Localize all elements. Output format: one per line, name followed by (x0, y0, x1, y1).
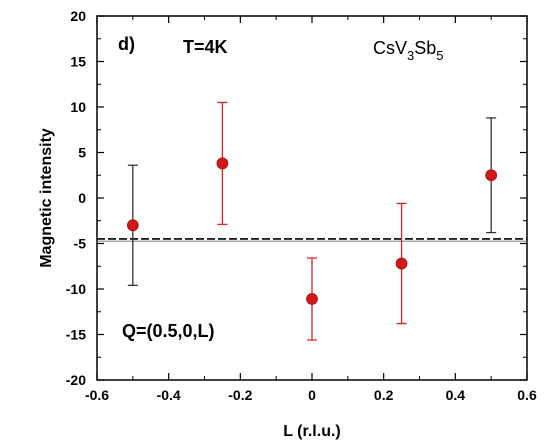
x-tick-label: 0.2 (374, 387, 394, 403)
y-tick-label: 15 (70, 54, 86, 70)
x-tick-label: -0.6 (85, 387, 109, 403)
compound-part-1: CsV (373, 38, 407, 58)
reference-layer (97, 238, 527, 242)
data-point (485, 169, 498, 182)
y-tick-label: 20 (70, 8, 86, 24)
x-tick-label: 0.6 (517, 387, 537, 403)
temperature-label: T=4K (183, 37, 228, 57)
data-point (306, 293, 318, 305)
compound-subscript-2: 5 (436, 48, 443, 63)
y-tick-label: -15 (66, 327, 86, 343)
y-tick-label: -20 (66, 372, 86, 388)
y-tick-label: 10 (70, 99, 86, 115)
y-tick-label: 5 (78, 145, 86, 161)
x-tick-label: 0 (308, 387, 316, 403)
compound-label: CsV3Sb5 (373, 38, 444, 63)
panel-label: d) (118, 34, 135, 54)
x-tick-label: 0.4 (446, 387, 466, 403)
compound-part-2: Sb (414, 38, 436, 58)
data-point (216, 157, 229, 170)
points-layer (126, 157, 498, 305)
y-tick-label: 0 (78, 190, 86, 206)
x-axis-title: L (r.l.u.) (283, 423, 340, 440)
y-tick-label: -10 (66, 281, 86, 297)
q-vector-label: Q=(0.5,0,L) (122, 321, 215, 341)
x-tick-label: -0.4 (157, 387, 181, 403)
ticks-layer: -0.6 -0.4 -0.2 0 0.2 0.4 0.6 -20 -15 -10 -5 0 5 10 15 2… (66, 8, 537, 403)
y-tick-label: -5 (74, 236, 87, 252)
x-tick-label: -0.2 (228, 387, 252, 403)
y-axis-title: Magnetic intensity (38, 128, 55, 268)
data-point (126, 219, 139, 232)
data-point (395, 257, 408, 270)
compound-subscript-1: 3 (407, 48, 414, 63)
